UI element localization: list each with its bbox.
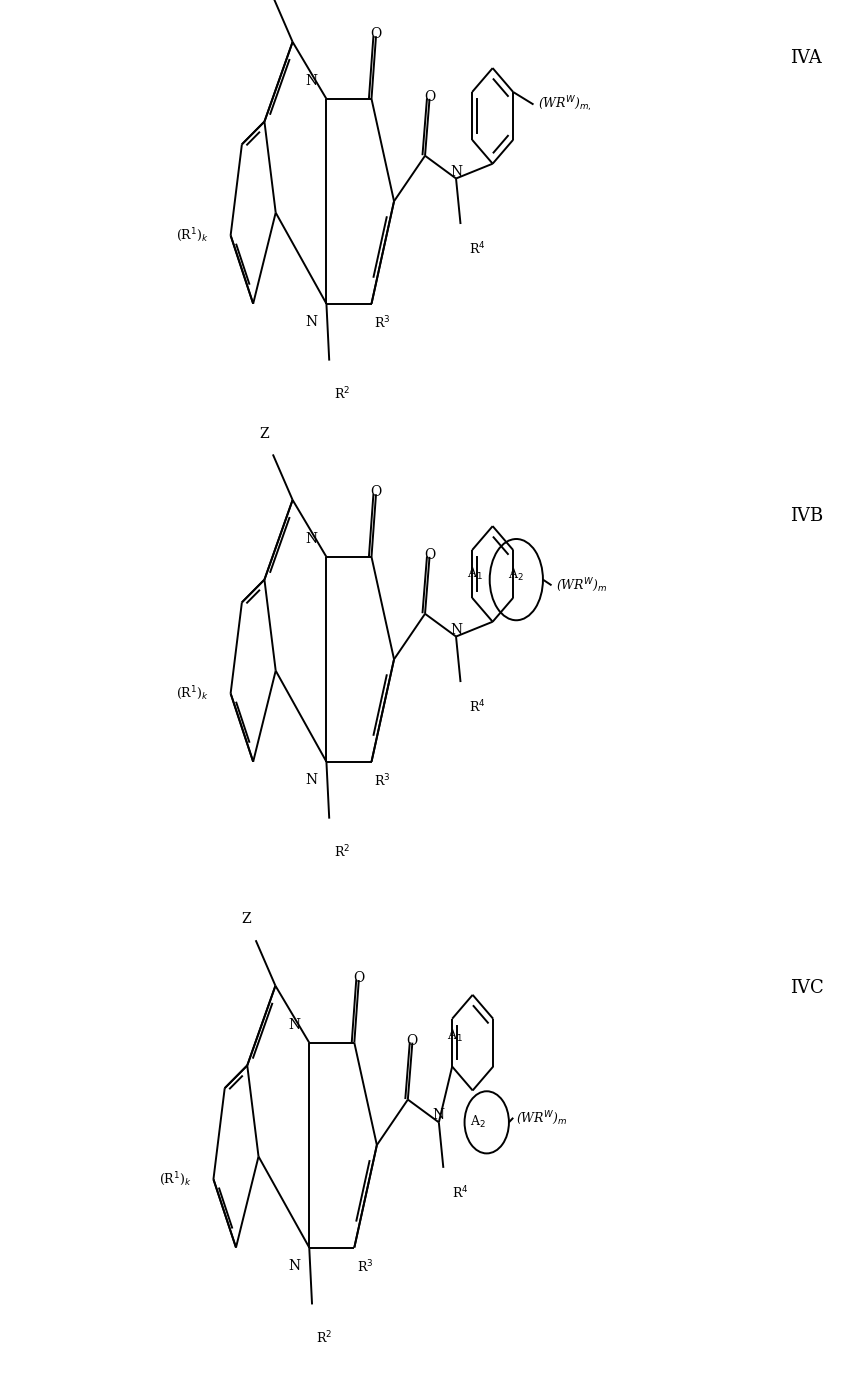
Text: O: O: [370, 28, 381, 42]
Text: R$^2$: R$^2$: [333, 386, 350, 403]
Text: R$^2$: R$^2$: [333, 844, 350, 861]
Text: IVA: IVA: [790, 49, 822, 67]
Text: R$^4$: R$^4$: [469, 240, 485, 257]
Text: N: N: [289, 1017, 301, 1031]
Text: (R$^1$)$_k$: (R$^1$)$_k$: [176, 226, 209, 244]
Text: Z: Z: [241, 912, 252, 926]
Text: N: N: [289, 1259, 301, 1273]
Text: N: N: [306, 532, 318, 545]
Text: (WR$^W$)$_m$: (WR$^W$)$_m$: [556, 576, 607, 594]
Text: A$_1$: A$_1$: [467, 566, 484, 582]
Text: N: N: [433, 1109, 445, 1123]
Text: O: O: [423, 548, 436, 562]
Text: R$^4$: R$^4$: [469, 698, 485, 715]
Text: R$^2$: R$^2$: [316, 1330, 332, 1346]
Text: A$_1$: A$_1$: [448, 1027, 464, 1044]
Text: O: O: [370, 486, 381, 500]
Text: R$^3$: R$^3$: [357, 1259, 374, 1276]
Text: O: O: [423, 90, 436, 104]
Text: N: N: [450, 165, 462, 179]
Text: R$^3$: R$^3$: [375, 773, 391, 790]
Text: N: N: [306, 315, 318, 329]
Text: N: N: [306, 74, 318, 87]
Text: A$_2$: A$_2$: [470, 1115, 486, 1130]
Text: N: N: [306, 773, 318, 787]
Text: (WR$^W$)$_m$: (WR$^W$)$_m$: [515, 1109, 567, 1127]
Text: (R$^1$)$_k$: (R$^1$)$_k$: [176, 684, 209, 702]
Text: A$_2$: A$_2$: [509, 568, 524, 583]
Text: O: O: [406, 1034, 418, 1048]
Text: (R$^1$)$_k$: (R$^1$)$_k$: [159, 1170, 192, 1188]
Text: N: N: [450, 623, 462, 637]
Text: (WR$^W$)$_{m,}$: (WR$^W$)$_{m,}$: [538, 94, 591, 114]
Text: R$^4$: R$^4$: [452, 1184, 468, 1201]
Text: IVB: IVB: [790, 507, 824, 525]
Text: R$^3$: R$^3$: [375, 315, 391, 332]
Text: O: O: [353, 972, 364, 985]
Text: Z: Z: [259, 426, 269, 440]
Text: IVC: IVC: [790, 979, 824, 997]
